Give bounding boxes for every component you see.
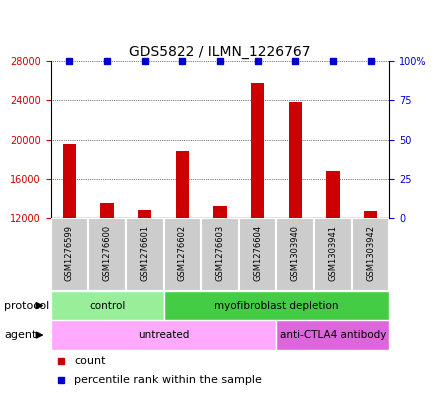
Text: GSM1303941: GSM1303941 (328, 225, 337, 281)
Bar (289, 102, 302, 218)
Bar (164, 218, 201, 291)
Text: untreated: untreated (138, 330, 189, 340)
Bar (126, 218, 164, 291)
Text: count: count (74, 356, 106, 366)
Text: GSM1276599: GSM1276599 (65, 225, 74, 281)
Text: anti-CTLA4 antibody: anti-CTLA4 antibody (280, 330, 386, 340)
Bar (314, 218, 352, 291)
Bar (364, 211, 377, 218)
Text: percentile rank within the sample: percentile rank within the sample (74, 375, 262, 386)
Title: GDS5822 / ILMN_1226767: GDS5822 / ILMN_1226767 (129, 44, 311, 59)
Text: GSM1276601: GSM1276601 (140, 225, 149, 281)
Bar (51, 291, 164, 320)
Bar (51, 320, 276, 350)
Bar (239, 218, 276, 291)
Text: myofibroblast depletion: myofibroblast depletion (214, 301, 339, 310)
Text: agent: agent (4, 330, 37, 340)
Bar (100, 204, 114, 218)
Bar (201, 218, 239, 291)
Bar (251, 83, 264, 218)
Text: GSM1303942: GSM1303942 (366, 225, 375, 281)
Text: GSM1303940: GSM1303940 (291, 225, 300, 281)
Text: protocol: protocol (4, 301, 50, 310)
Text: GSM1276602: GSM1276602 (178, 225, 187, 281)
Bar (276, 320, 389, 350)
Bar (51, 218, 88, 291)
Bar (352, 218, 389, 291)
Bar (88, 218, 126, 291)
Bar (326, 171, 340, 218)
Text: GSM1276603: GSM1276603 (216, 225, 224, 281)
Text: control: control (89, 301, 125, 310)
Bar (276, 218, 314, 291)
Bar (176, 151, 189, 218)
Bar (63, 144, 76, 218)
Text: GSM1276604: GSM1276604 (253, 225, 262, 281)
Bar (138, 210, 151, 218)
Text: GSM1276600: GSM1276600 (103, 225, 112, 281)
Bar (213, 206, 227, 218)
Bar (164, 291, 389, 320)
